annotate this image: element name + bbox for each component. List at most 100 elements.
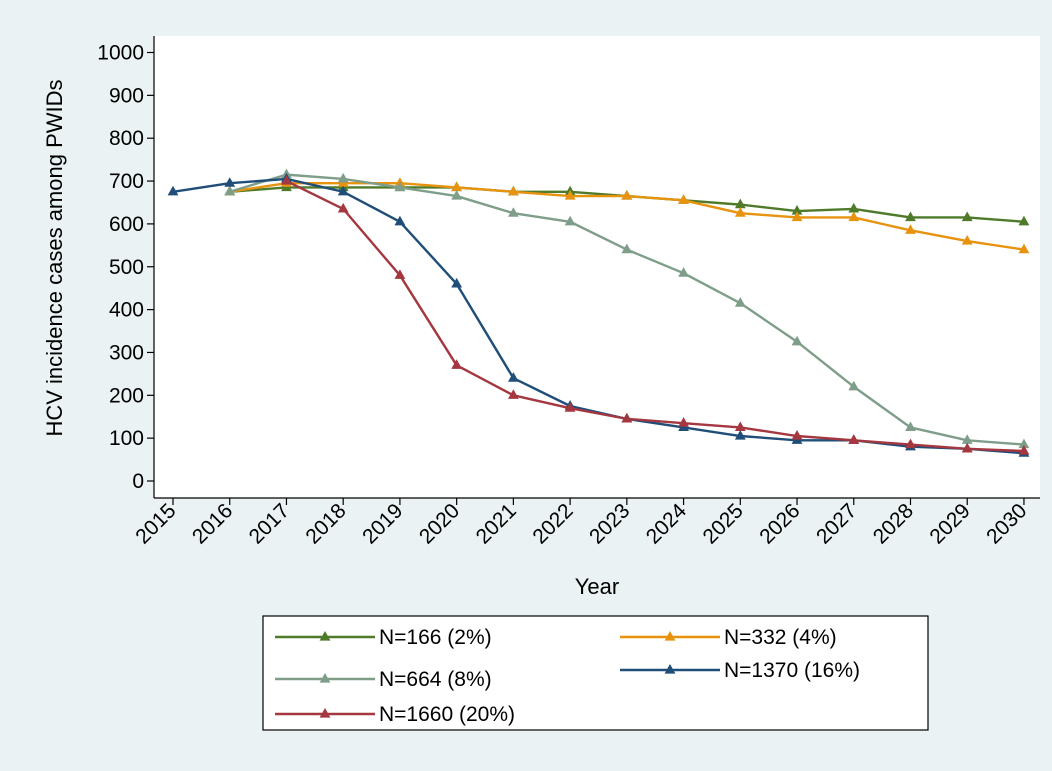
- x-tick-label: 2025: [699, 499, 748, 548]
- data-point: [224, 177, 236, 187]
- y-tick-label: 500: [109, 256, 144, 279]
- data-point: [507, 207, 519, 217]
- data-point: [791, 205, 803, 215]
- data-point: [451, 277, 463, 288]
- y-tick-label: 900: [109, 84, 144, 107]
- legend-label: N=166 (2%): [379, 626, 492, 649]
- y-tick-label: 700: [109, 170, 144, 193]
- series-2: [224, 168, 1030, 449]
- data-point: [1018, 445, 1030, 455]
- legend-swatch-marker: [664, 664, 676, 674]
- x-tick-label: 2024: [642, 499, 692, 549]
- data-point: [678, 417, 689, 427]
- series-layer: [167, 168, 1030, 457]
- data-point: [507, 389, 519, 399]
- y-tick-label: 200: [109, 384, 144, 407]
- x-tick-label: 2017: [245, 499, 294, 548]
- data-point: [734, 198, 746, 209]
- data-point: [451, 190, 463, 200]
- legend: N=166 (2%) N=332 (4%) N=664 (8%) N=1370 (16…: [262, 615, 929, 731]
- x-tick-label: 2019: [358, 499, 407, 548]
- data-point: [791, 335, 803, 346]
- data-point: [961, 235, 973, 245]
- series-line: [285, 179, 1024, 453]
- legend-label: N=1660 (20%): [379, 703, 515, 726]
- legend-entry: N=1370 (16%): [620, 659, 860, 682]
- data-point: [451, 359, 463, 369]
- data-point: [848, 211, 860, 222]
- data-point: [734, 430, 746, 440]
- data-point: [734, 207, 746, 217]
- legend-entry: N=332 (4%): [620, 626, 837, 649]
- data-point: [281, 175, 292, 185]
- x-tick-label: 2021: [472, 499, 521, 548]
- legend-entry: N=166 (2%): [275, 626, 492, 649]
- data-point: [564, 190, 576, 200]
- plot-area: [154, 36, 1040, 498]
- y-tick-label: 0: [132, 470, 144, 493]
- legend-label: N=664 (8%): [379, 668, 492, 691]
- legend-label: N=332 (4%): [724, 626, 837, 649]
- x-tick-label: 2026: [755, 499, 804, 548]
- y-tick-label: 100: [109, 427, 144, 450]
- series-4: [281, 175, 1030, 455]
- data-point: [848, 380, 860, 391]
- data-point: [564, 402, 576, 412]
- x-tick-label: 2018: [301, 499, 350, 548]
- legend-swatch-marker: [319, 708, 331, 718]
- data-point: [337, 172, 349, 183]
- data-point: [507, 185, 519, 196]
- y-tick-label: 1000: [97, 42, 144, 65]
- legend-box: [262, 615, 929, 731]
- data-point: [961, 434, 973, 444]
- data-point: [905, 224, 916, 234]
- x-axis-title: Year: [575, 574, 619, 599]
- data-point: [678, 194, 689, 204]
- data-point: [905, 438, 916, 449]
- y-tick-label: 800: [109, 127, 144, 150]
- data-point: [848, 202, 860, 213]
- legend-label: N=1370 (16%): [724, 659, 860, 682]
- data-point: [734, 421, 746, 432]
- x-tick-label: 2016: [188, 499, 237, 548]
- legend-entry: N=1660 (20%): [275, 703, 515, 726]
- data-point: [167, 185, 179, 196]
- data-point: [621, 412, 633, 423]
- x-tick-label: 2023: [585, 499, 634, 548]
- axes: 0 100 200 300 400 500 600 700 800 900 1000 2015 2016…: [97, 36, 1040, 549]
- data-point: [961, 211, 973, 222]
- data-point: [848, 434, 860, 444]
- x-tick-label: 2015: [131, 499, 180, 548]
- data-point: [507, 372, 519, 382]
- data-point: [734, 297, 746, 307]
- data-point: [905, 421, 916, 432]
- data-point: [791, 211, 803, 222]
- data-point: [621, 243, 633, 254]
- data-point: [961, 442, 973, 453]
- data-point: [1018, 438, 1030, 449]
- y-tick-label: 600: [109, 213, 144, 236]
- x-tick-label: 2027: [812, 499, 861, 548]
- series-1: [224, 177, 1030, 254]
- x-tick-label: 2028: [869, 499, 918, 548]
- data-point: [394, 181, 406, 192]
- data-point: [791, 430, 803, 440]
- data-point: [621, 190, 633, 200]
- legend-entry: N=664 (8%): [275, 668, 492, 691]
- data-point: [1018, 215, 1030, 226]
- data-point: [451, 181, 463, 192]
- x-tick-label: 2022: [528, 499, 577, 548]
- data-point: [564, 215, 576, 226]
- legend-swatch-marker: [319, 631, 331, 641]
- x-tick-label: 2030: [982, 499, 1031, 548]
- data-point: [678, 267, 689, 277]
- data-point: [224, 185, 236, 196]
- y-axis-title: HCV incidence cases among PWIDs: [42, 79, 67, 436]
- data-point: [394, 269, 406, 279]
- x-tick-label: 2020: [415, 499, 464, 548]
- data-point: [905, 211, 916, 222]
- legend-swatch-marker: [664, 631, 676, 641]
- x-tick-label: 2029: [925, 499, 974, 548]
